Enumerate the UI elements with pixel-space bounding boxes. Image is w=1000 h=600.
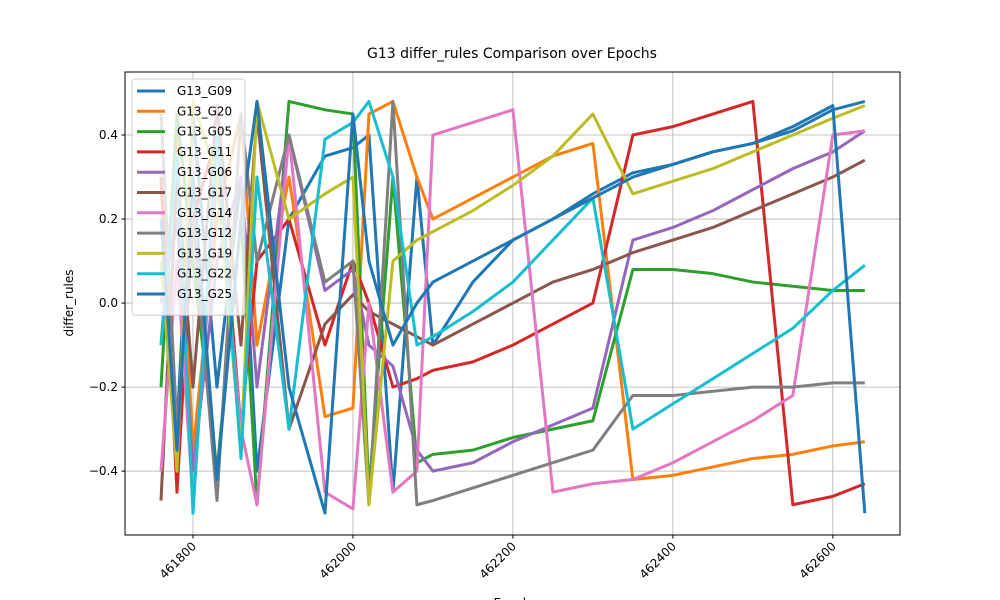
legend-label: G13_G19 [177,246,232,260]
legend-label: G13_G25 [177,287,232,301]
y-tick-label: 0.2 [99,212,118,226]
legend-label: G13_G22 [177,267,232,281]
legend-label: G13_G09 [177,84,232,98]
y-axis-label: differ_rules [62,269,76,336]
legend-label: G13_G12 [177,226,232,240]
y-tick-label: 0.4 [99,128,118,142]
y-tick-label: −0.4 [89,464,118,478]
legend-box [131,78,246,316]
x-axis-label: Epoch [494,596,531,600]
series-line [159,99,866,515]
y-tick-label: 0.0 [99,296,118,310]
chart-title: G13 differ_rules Comparison over Epochs [367,46,657,62]
legend-label: G13_G06 [177,165,232,179]
y-tick-label: −0.2 [89,380,118,394]
x-tick-label: 462200 [477,539,519,581]
legend-label: G13_G11 [177,145,232,159]
x-tick-label: 462000 [317,539,359,581]
legend-label: G13_G05 [177,125,232,139]
legend-label: G13_G20 [177,104,232,118]
x-tick-label: 462400 [637,539,679,581]
x-tick-label: 462600 [797,539,839,581]
x-tick-label: 461800 [157,539,199,581]
legend-label: G13_G14 [177,206,232,220]
legend: G13_G09 G13_G20 G13_G05 G13_G11 G13_G06 G13_G… [131,78,246,316]
legend-label: G13_G17 [177,186,232,200]
